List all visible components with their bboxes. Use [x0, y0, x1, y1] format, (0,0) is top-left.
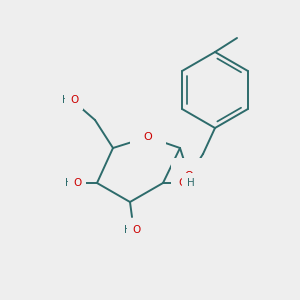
Text: H: H: [187, 178, 195, 188]
Text: O: O: [179, 178, 187, 188]
Text: O: O: [144, 132, 152, 142]
Text: H: H: [62, 95, 70, 105]
Text: H: H: [124, 225, 132, 235]
Text: O: O: [184, 171, 194, 181]
Text: O: O: [132, 225, 140, 235]
Text: H: H: [65, 178, 73, 188]
Text: O: O: [73, 178, 81, 188]
Text: O: O: [70, 95, 78, 105]
